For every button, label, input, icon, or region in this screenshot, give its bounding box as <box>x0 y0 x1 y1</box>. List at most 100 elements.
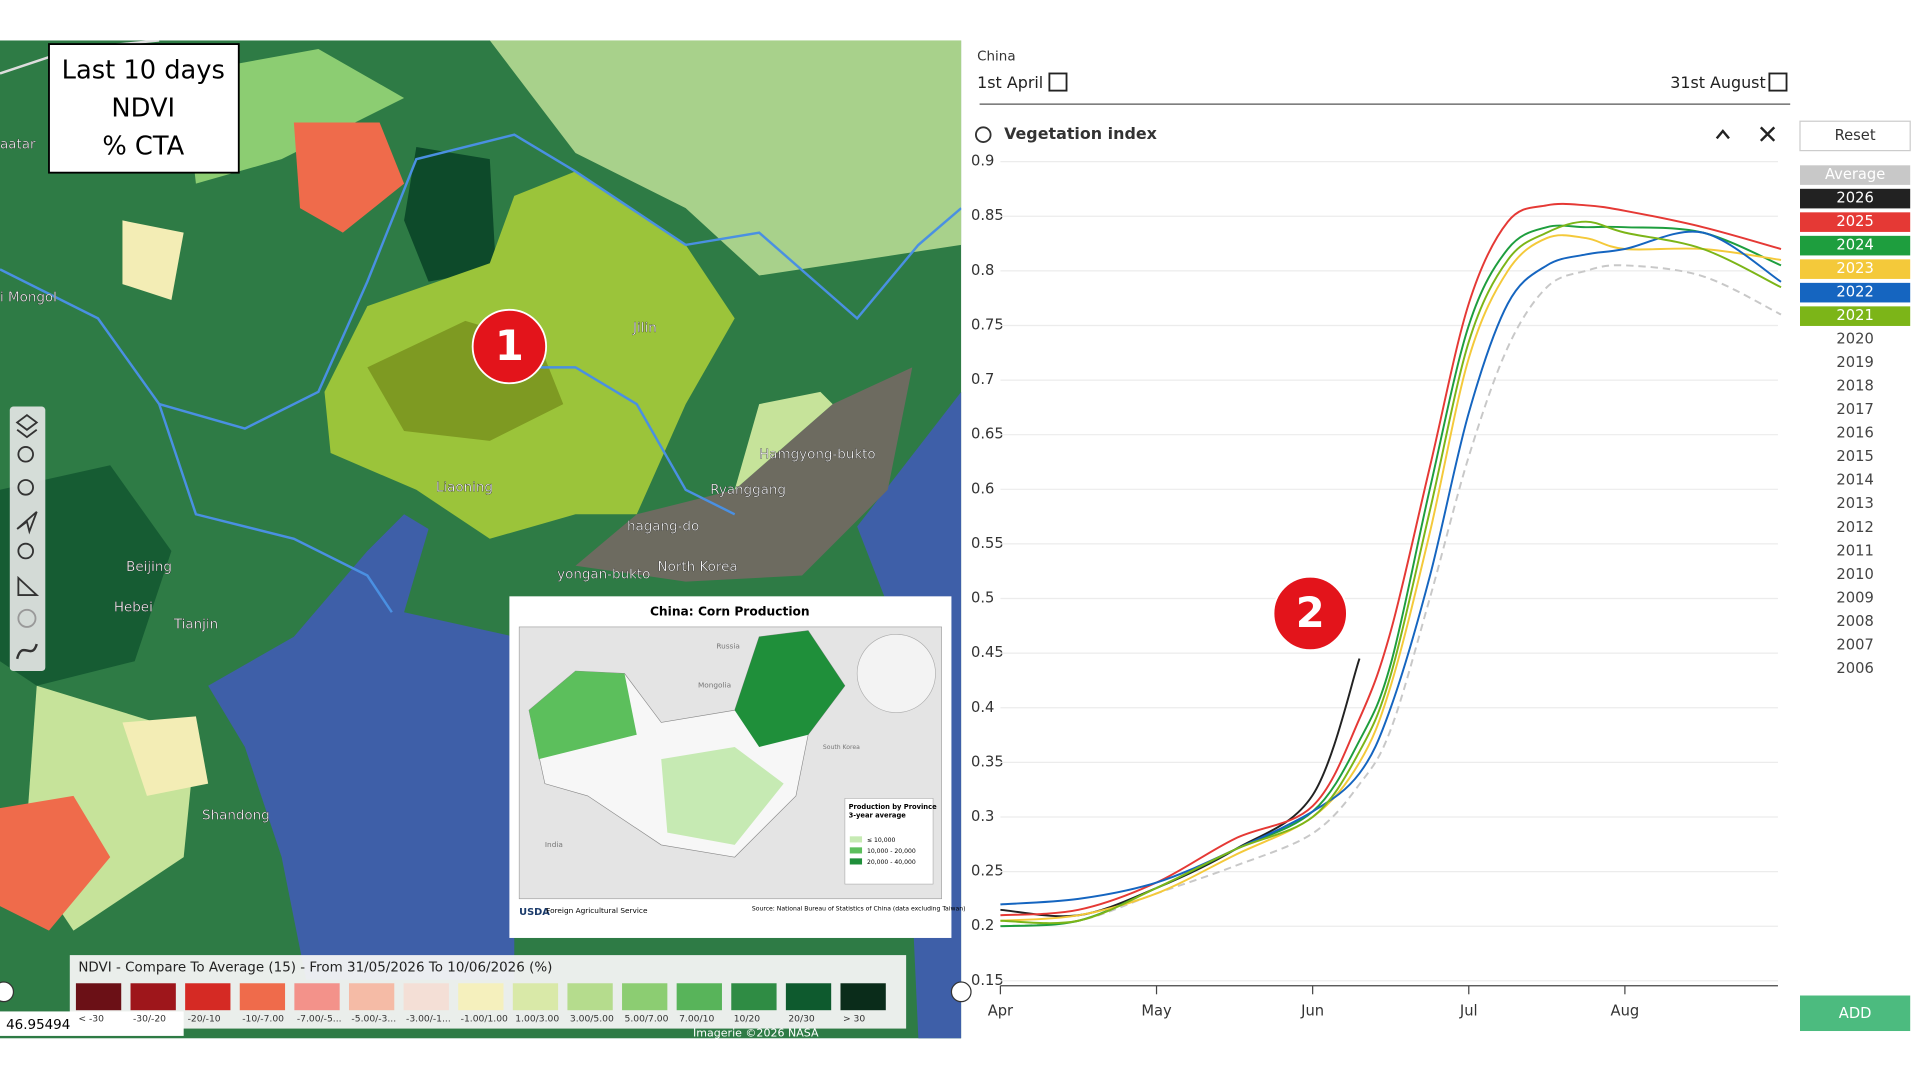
add-label[interactable]: ADD <box>1839 1005 1872 1022</box>
draw-icon[interactable] <box>15 643 38 660</box>
series-line <box>1000 230 1782 906</box>
marker-label: 1 <box>495 321 524 370</box>
reset-button[interactable] <box>1799 120 1911 152</box>
legend-label[interactable]: 2021 <box>1836 307 1873 324</box>
y-tick-label: 0.85 <box>971 207 1004 224</box>
legend-swatch <box>622 983 668 1011</box>
legend-label[interactable]: Average <box>1825 166 1885 183</box>
marker-label: 2 <box>1296 588 1325 637</box>
map-next[interactable] <box>950 981 972 1003</box>
layers-icon[interactable] <box>15 413 39 439</box>
y-tick-label: 0.8 <box>971 262 994 279</box>
region <box>293 122 405 233</box>
inset-country: Mongolia <box>698 681 731 690</box>
region <box>0 795 111 931</box>
region-label: China <box>977 49 1015 64</box>
region <box>122 220 184 300</box>
legend-label-inactive[interactable]: 2010 <box>1836 566 1873 583</box>
calendar-icon[interactable] <box>1768 72 1788 92</box>
place-label: Ryanggang <box>710 483 786 498</box>
series-line <box>1000 202 1782 917</box>
legend-swatch <box>75 983 122 1011</box>
map-legend-title: NDVI - Compare To Average (15) - From 31… <box>78 960 552 975</box>
inset-source: Source: National Bureau of Statistics of… <box>752 906 966 913</box>
y-tick-label: 0.15 <box>971 972 1004 989</box>
legend-label-inactive[interactable]: 2014 <box>1836 472 1873 489</box>
region <box>489 40 962 276</box>
zoom-in-icon[interactable] <box>17 446 34 463</box>
legend-button[interactable] <box>1800 165 1911 185</box>
start-date[interactable]: 1st April <box>977 73 1043 92</box>
legend-label-inactive[interactable]: 2019 <box>1836 354 1873 371</box>
inset-legend-subtitle: 3-year average <box>849 812 907 820</box>
map[interactable] <box>0 40 962 1039</box>
locate-icon[interactable] <box>16 511 38 535</box>
zoom-out-icon[interactable] <box>17 479 34 496</box>
map-prev[interactable] <box>0 981 15 1003</box>
place-label: Liaoning <box>436 480 493 495</box>
legend-label-inactive[interactable]: 2012 <box>1836 519 1873 536</box>
add-button[interactable] <box>1800 995 1911 1032</box>
legend-button[interactable] <box>1800 188 1911 209</box>
legend-label[interactable]: 2026 <box>1836 190 1873 207</box>
legend-swatch <box>785 983 832 1011</box>
legend-label: -3.00/-1... <box>406 1013 451 1024</box>
inset: China: Corn Production Production by Pro… <box>509 596 966 938</box>
legend-swatch <box>458 983 504 1011</box>
legend-label: -1.00/1.00 <box>461 1013 508 1024</box>
close-button[interactable] <box>1759 126 1776 142</box>
legend-label: > 30 <box>843 1013 865 1024</box>
calendar-icon[interactable] <box>1048 72 1068 92</box>
overlay-text: Last 10 days <box>62 56 225 86</box>
y-tick-label: 0.2 <box>971 917 994 934</box>
inset-province <box>734 630 845 747</box>
legend-button[interactable] <box>1800 259 1911 279</box>
legend-button[interactable] <box>1800 306 1911 326</box>
reset-label[interactable]: Reset <box>1835 127 1876 144</box>
legend-label-inactive[interactable]: 2006 <box>1836 660 1873 677</box>
place-label: North Korea <box>658 560 738 575</box>
measure-icon[interactable] <box>17 575 40 597</box>
y-tick-label: 0.55 <box>971 535 1004 552</box>
legend-label: 10/20 <box>734 1013 761 1024</box>
legend-label-inactive[interactable]: 2017 <box>1836 401 1873 418</box>
series-line <box>1000 234 1782 922</box>
legend-label[interactable]: 2025 <box>1836 213 1873 230</box>
legend-label: 7.00/10 <box>679 1013 714 1024</box>
place-label: Beijing <box>126 560 172 575</box>
target-icon[interactable] <box>17 608 37 628</box>
legend-label[interactable]: 2024 <box>1836 237 1873 254</box>
legend-button[interactable] <box>1800 235 1911 256</box>
series-line <box>1000 224 1782 928</box>
legend-label-inactive[interactable]: 2015 <box>1836 448 1873 465</box>
place-label: Tianjin <box>173 617 218 632</box>
legend-label[interactable]: 2023 <box>1836 260 1873 277</box>
legend-button[interactable] <box>1800 282 1911 303</box>
toolbar-bg <box>9 406 46 672</box>
legend-label-inactive[interactable]: 2016 <box>1836 425 1873 442</box>
legend-label-inactive[interactable]: 2008 <box>1836 613 1873 630</box>
legend-label-inactive[interactable]: 2020 <box>1836 331 1873 348</box>
inset-legend-item: 20,000 - 40,000 <box>867 859 916 866</box>
inset-swatch <box>849 847 863 854</box>
place-label: Shandong <box>202 809 270 824</box>
legend-label-inactive[interactable]: 2011 <box>1836 542 1873 559</box>
legend-label-inactive[interactable]: 2018 <box>1836 378 1873 395</box>
boundary <box>158 403 393 613</box>
legend-label: -20/-10 <box>188 1013 221 1024</box>
place-label: hagang-do <box>627 520 699 535</box>
legend-label-inactive[interactable]: 2009 <box>1836 589 1873 606</box>
legend-label-inactive[interactable]: 2007 <box>1836 636 1873 653</box>
y-tick-label: 0.6 <box>971 480 994 497</box>
legend-button[interactable] <box>1800 212 1911 232</box>
x-tick-label: Jul <box>1459 1002 1478 1019</box>
legend-label-inactive[interactable]: 2013 <box>1836 495 1873 512</box>
search-icon[interactable] <box>17 542 34 560</box>
sea <box>208 514 515 980</box>
y-tick-label: 0.5 <box>971 590 994 607</box>
collapse-button[interactable] <box>1715 129 1730 140</box>
end-date[interactable]: 31st August <box>1670 73 1765 92</box>
place-label: Hebei <box>114 600 153 615</box>
legend-label[interactable]: 2022 <box>1836 284 1873 301</box>
